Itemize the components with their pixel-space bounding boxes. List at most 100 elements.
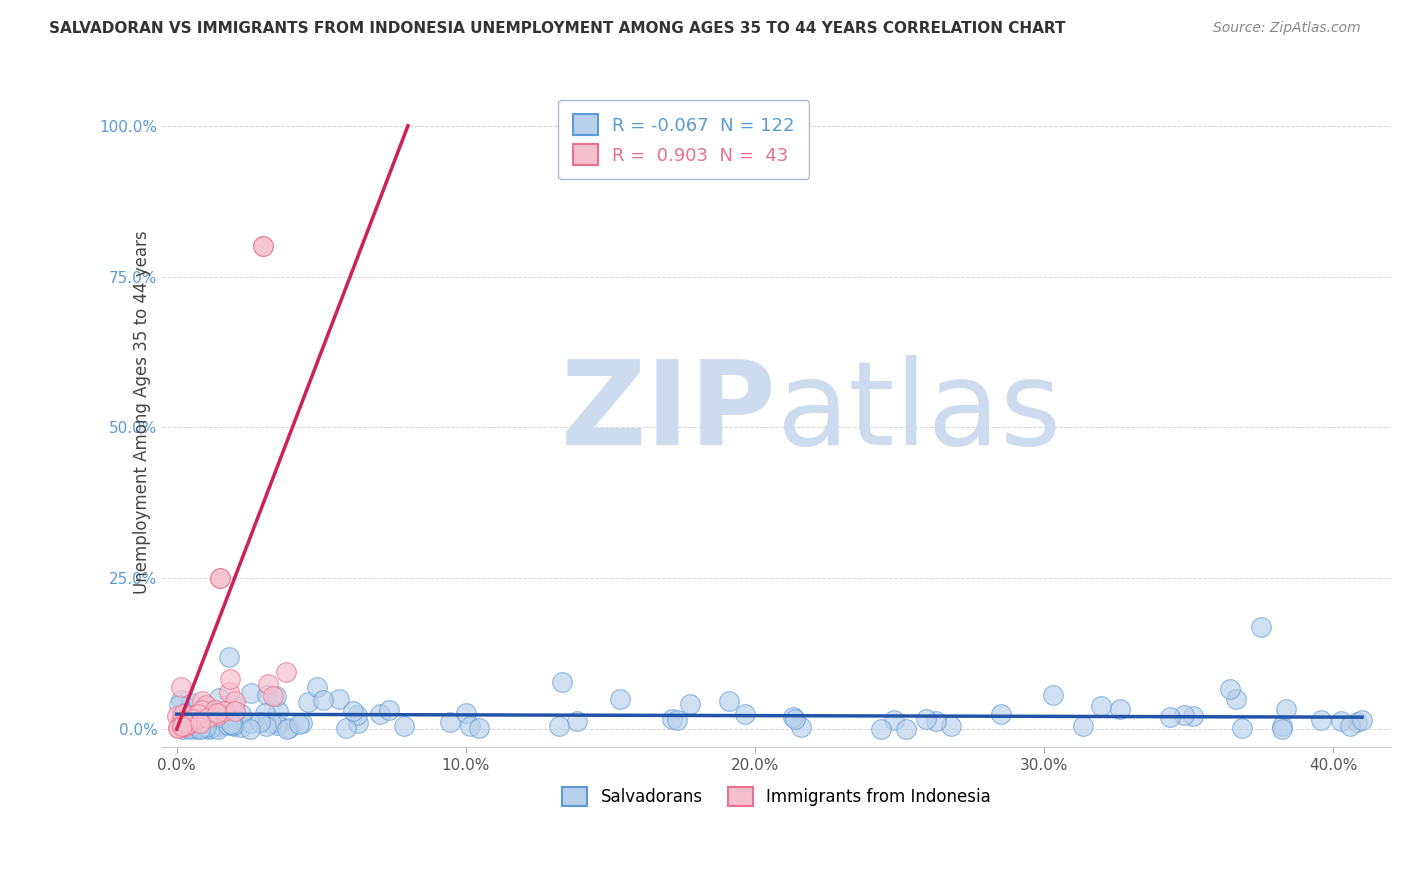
Point: [187, 719, 209, 733]
Point: [218, 649, 240, 664]
Point: [191, 721, 214, 735]
Point: [186, 722, 208, 736]
Point: [174, 706, 197, 721]
Point: [1351, 713, 1374, 727]
Point: [924, 714, 946, 728]
Point: [264, 689, 287, 703]
Point: [256, 688, 278, 702]
Point: [266, 718, 288, 732]
Point: [218, 685, 240, 699]
Text: atlas: atlas: [776, 355, 1062, 470]
Point: [198, 722, 221, 736]
Point: [666, 714, 689, 728]
Point: [169, 718, 191, 732]
Point: [378, 703, 401, 717]
Point: [1346, 714, 1368, 729]
Point: [209, 712, 232, 726]
Point: [307, 680, 329, 694]
Point: [188, 716, 211, 731]
Point: [254, 706, 277, 720]
Point: [201, 707, 224, 722]
Legend: Salvadorans, Immigrants from Indonesia: Salvadorans, Immigrants from Indonesia: [555, 780, 997, 813]
Point: [172, 718, 194, 732]
Point: [167, 721, 190, 735]
Point: [1173, 707, 1195, 722]
Point: [170, 693, 193, 707]
Point: [1090, 699, 1112, 714]
Point: [1271, 722, 1294, 736]
Point: [218, 672, 240, 686]
Point: [222, 718, 245, 732]
Point: [202, 718, 225, 732]
Point: [1271, 719, 1294, 733]
Point: [167, 721, 190, 735]
Point: [790, 720, 813, 734]
Point: [869, 723, 891, 737]
Point: [207, 719, 229, 733]
Point: [188, 720, 211, 734]
Point: [177, 711, 200, 725]
Point: [734, 706, 756, 721]
Point: [176, 714, 198, 728]
Point: [262, 689, 284, 703]
Point: [170, 718, 193, 732]
Point: [548, 719, 571, 733]
Point: [170, 711, 193, 725]
Point: [1250, 620, 1272, 634]
Point: [187, 716, 209, 731]
Point: [1339, 719, 1361, 733]
Point: [394, 719, 416, 733]
Point: [551, 674, 574, 689]
Point: [217, 718, 239, 732]
Y-axis label: Unemployment Among Ages 35 to 44 years: Unemployment Among Ages 35 to 44 years: [134, 230, 150, 594]
Point: [169, 698, 191, 712]
Point: [174, 717, 197, 731]
Point: [240, 715, 263, 730]
Text: ZIP: ZIP: [561, 355, 776, 470]
Point: [679, 697, 702, 711]
Point: [190, 705, 212, 719]
Point: [181, 708, 204, 723]
Point: [222, 698, 245, 713]
Point: [222, 716, 245, 731]
Point: [172, 722, 194, 736]
Point: [1042, 688, 1064, 702]
Point: [208, 690, 231, 705]
Point: [254, 719, 277, 733]
Point: [198, 721, 221, 735]
Text: SALVADORAN VS IMMIGRANTS FROM INDONESIA UNEMPLOYMENT AMONG AGES 35 TO 44 YEARS C: SALVADORAN VS IMMIGRANTS FROM INDONESIA …: [49, 21, 1066, 37]
Point: [177, 722, 200, 736]
Point: [939, 719, 962, 733]
Point: [191, 694, 214, 708]
Point: [176, 714, 198, 728]
Point: [190, 712, 212, 726]
Point: [276, 722, 298, 736]
Point: [328, 691, 350, 706]
Point: [249, 714, 271, 729]
Point: [187, 707, 209, 722]
Text: Source: ZipAtlas.com: Source: ZipAtlas.com: [1213, 21, 1361, 36]
Point: [219, 717, 242, 731]
Point: [193, 719, 215, 733]
Point: [209, 710, 232, 724]
Point: [195, 711, 218, 725]
Point: [172, 706, 194, 721]
Point: [439, 714, 461, 729]
Point: [191, 703, 214, 717]
Point: [187, 720, 209, 734]
Point: [205, 718, 228, 732]
Point: [368, 706, 391, 721]
Point: [224, 704, 246, 718]
Point: [288, 717, 311, 731]
Point: [183, 712, 205, 726]
Point: [169, 680, 191, 694]
Point: [1108, 702, 1130, 716]
Point: [194, 701, 217, 715]
Point: [661, 712, 683, 726]
Point: [188, 722, 211, 736]
Point: [204, 703, 226, 717]
Point: [173, 715, 195, 730]
Point: [172, 719, 194, 733]
Point: [914, 712, 936, 726]
Point: [239, 722, 262, 736]
